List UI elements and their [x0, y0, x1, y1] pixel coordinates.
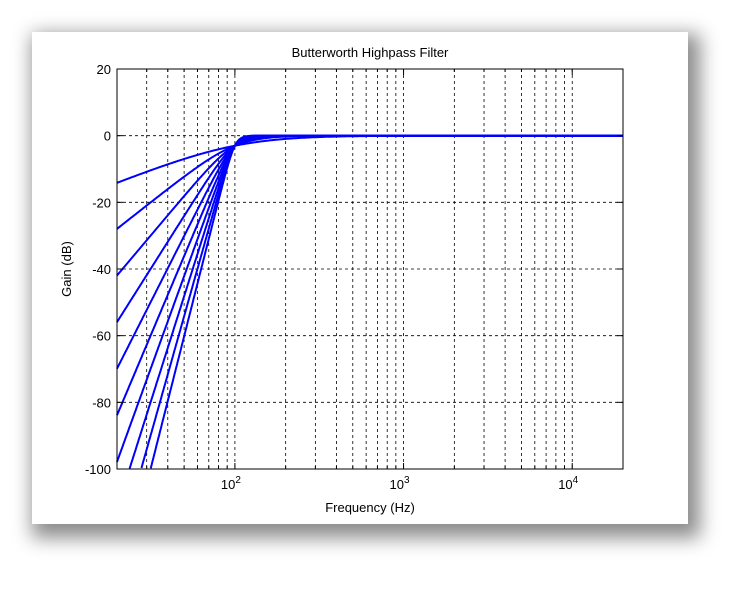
series-line-order-2 [116, 134, 623, 230]
x-tick-label: 102 [221, 475, 241, 492]
series-line-order-4 [116, 134, 623, 323]
series-line-order-10 [149, 134, 623, 469]
x-tick-label: 103 [390, 475, 410, 492]
chart-title: Butterworth Highpass Filter [292, 45, 449, 60]
y-axis-label: Gain (dB) [59, 241, 74, 297]
y-tick-label: -60 [92, 329, 111, 344]
y-tick-label: -80 [92, 395, 111, 410]
x-tick-label: 104 [558, 475, 578, 492]
y-tick-label: -20 [92, 195, 111, 210]
figure: 20 0 -20 -40 -60 -80 -100 102 103 104 Butterworth… [32, 32, 688, 524]
curves [116, 134, 623, 469]
series-line-order-1 [116, 134, 623, 184]
x-axis-label: Frequency (Hz) [325, 500, 415, 515]
ticks: 20 0 -20 -40 -60 -80 -100 102 103 104 [85, 62, 623, 492]
y-tick-label: -40 [92, 262, 111, 277]
y-tick-label: 0 [104, 129, 111, 144]
y-tick-label: 20 [97, 62, 111, 77]
y-tick-label: -100 [85, 462, 111, 477]
series-line-order-6 [116, 134, 623, 416]
